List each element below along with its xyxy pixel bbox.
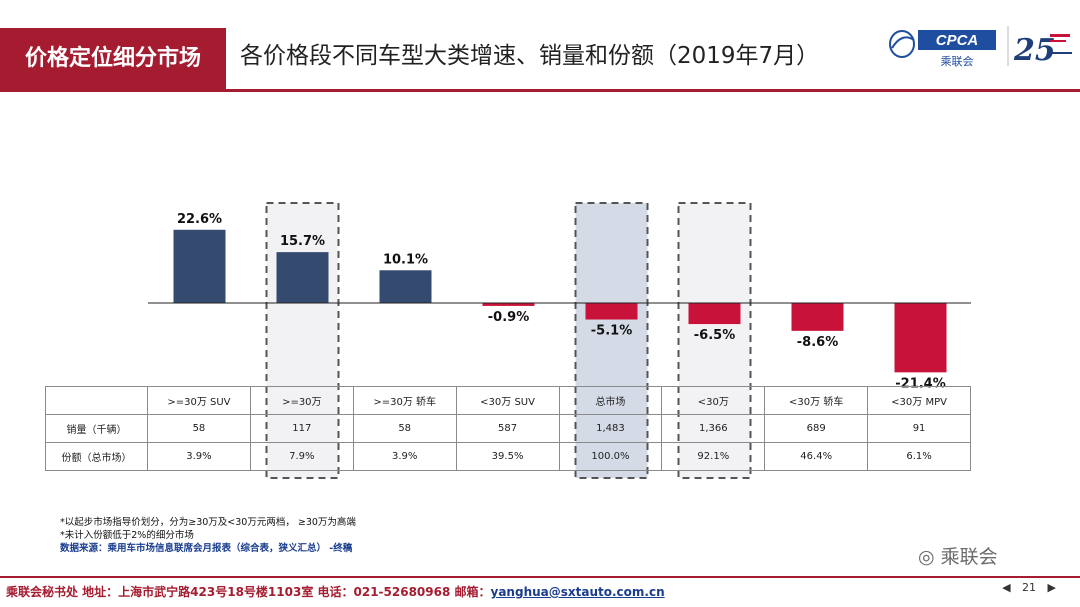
table-row-sales: 销量（千辆） 58 117 58 587 1,483 1,366 689 91 bbox=[45, 414, 971, 443]
bar-3 bbox=[482, 303, 535, 306]
table-row-label: 销量（千辆） bbox=[45, 414, 148, 443]
table-header-cell: <30万 SUV bbox=[455, 386, 560, 415]
anniversary-logo: 25 bbox=[1007, 26, 1072, 68]
table-header-cell: >=30万 SUV bbox=[147, 386, 251, 415]
data-label-4: -5.1% bbox=[591, 324, 632, 339]
bar-0 bbox=[173, 229, 226, 303]
wechat-icon: ◎ bbox=[918, 546, 935, 568]
table-cell: 689 bbox=[764, 414, 869, 443]
svg-text:乘联会: 乘联会 bbox=[941, 55, 974, 68]
table-header-cell: 总市场 bbox=[558, 386, 663, 415]
data-label-2: 10.1% bbox=[383, 252, 428, 267]
table-cell: 6.1% bbox=[867, 442, 971, 471]
bar-6 bbox=[791, 303, 844, 331]
wechat-watermark: ◎ 乘联会 bbox=[918, 542, 998, 569]
svg-text:25: 25 bbox=[1013, 33, 1056, 68]
table-cell: 587 bbox=[455, 414, 560, 443]
data-label-1: 15.7% bbox=[280, 234, 325, 249]
table-header-cell: >=30万 轿车 bbox=[352, 386, 457, 415]
footer-email-link[interactable]: yanghua@sxtauto.com.cn bbox=[490, 585, 665, 599]
table-cell: 1,366 bbox=[661, 414, 766, 443]
slide-title: 各价格段不同车型大类增速、销量和份额（2019年7月） bbox=[240, 43, 820, 69]
table-cell: 91 bbox=[867, 414, 971, 443]
table-cell: 1,483 bbox=[558, 414, 663, 443]
next-page-icon[interactable]: ▶ bbox=[1047, 581, 1056, 594]
table-cell: 58 bbox=[352, 414, 457, 443]
table-cell: 3.9% bbox=[352, 442, 457, 471]
footnote-line: *以起步市场指导价划分，分为≥30万及<30万元两档， ≥30万为高端 bbox=[60, 517, 356, 528]
table-cell: 3.9% bbox=[147, 442, 251, 471]
table-header-cell: <30万 bbox=[661, 386, 766, 415]
data-label-5: -6.5% bbox=[694, 328, 735, 343]
data-label-0: 22.6% bbox=[177, 212, 222, 227]
footer-address: 乘联会秘书处 地址：上海市武宁路423号18号楼1103室 电话：021-526… bbox=[6, 585, 491, 599]
svg-text:CPCA: CPCA bbox=[936, 32, 979, 49]
footnote-line: *未计入份额低于2%的细分市场 bbox=[60, 530, 194, 541]
table-corner-cell bbox=[45, 386, 148, 415]
bar-2 bbox=[379, 270, 432, 303]
bar-5 bbox=[688, 303, 741, 325]
bar-1 bbox=[276, 252, 329, 303]
header-rule bbox=[0, 89, 1080, 92]
data-label-3: -0.9% bbox=[488, 310, 529, 325]
table-cell: 58 bbox=[147, 414, 251, 443]
table-header-cell: <30万 轿车 bbox=[764, 386, 869, 415]
data-table: >=30万 SUV >=30万 >=30万 轿车 <30万 SUV 总市场 <3… bbox=[45, 386, 971, 471]
footer-rule bbox=[0, 576, 1080, 578]
page-navigator: ◀ 21 ▶ bbox=[998, 581, 1060, 594]
bar-7 bbox=[894, 303, 947, 373]
prev-page-icon[interactable]: ◀ bbox=[1002, 581, 1011, 594]
table-row-share: 份额（总市场） 3.9% 7.9% 3.9% 39.5% 100.0% 92.1… bbox=[45, 442, 971, 471]
table-cell: 46.4% bbox=[764, 442, 869, 471]
section-tag: 价格定位细分市场 bbox=[0, 28, 226, 90]
bar-4 bbox=[585, 303, 638, 320]
cpca-logo: CPCA 乘联会 bbox=[889, 30, 996, 68]
page-number: 21 bbox=[1022, 581, 1037, 594]
table-cell: 92.1% bbox=[661, 442, 766, 471]
footer-contact: 乘联会秘书处 地址：上海市武宁路423号18号楼1103室 电话：021-526… bbox=[6, 583, 665, 600]
table-cell: 39.5% bbox=[455, 442, 560, 471]
footnotes: *以起步市场指导价划分，分为≥30万及<30万元两档， ≥30万为高端 *未计入… bbox=[60, 516, 356, 555]
table-header-row: >=30万 SUV >=30万 >=30万 轿车 <30万 SUV 总市场 <3… bbox=[45, 386, 971, 415]
table-header-cell: <30万 MPV bbox=[867, 386, 971, 415]
table-row-label: 份额（总市场） bbox=[45, 442, 148, 471]
wechat-account-name: 乘联会 bbox=[940, 546, 998, 568]
table-cell: 100.0% bbox=[558, 442, 663, 471]
table-cell: 117 bbox=[249, 414, 354, 443]
data-source: 数据来源：乘用车市场信息联席会月报表（综合表，狭义汇总） -终稿 bbox=[60, 543, 353, 554]
table-cell: 7.9% bbox=[249, 442, 354, 471]
data-label-6: -8.6% bbox=[797, 335, 838, 350]
table-header-cell: >=30万 bbox=[249, 386, 354, 415]
